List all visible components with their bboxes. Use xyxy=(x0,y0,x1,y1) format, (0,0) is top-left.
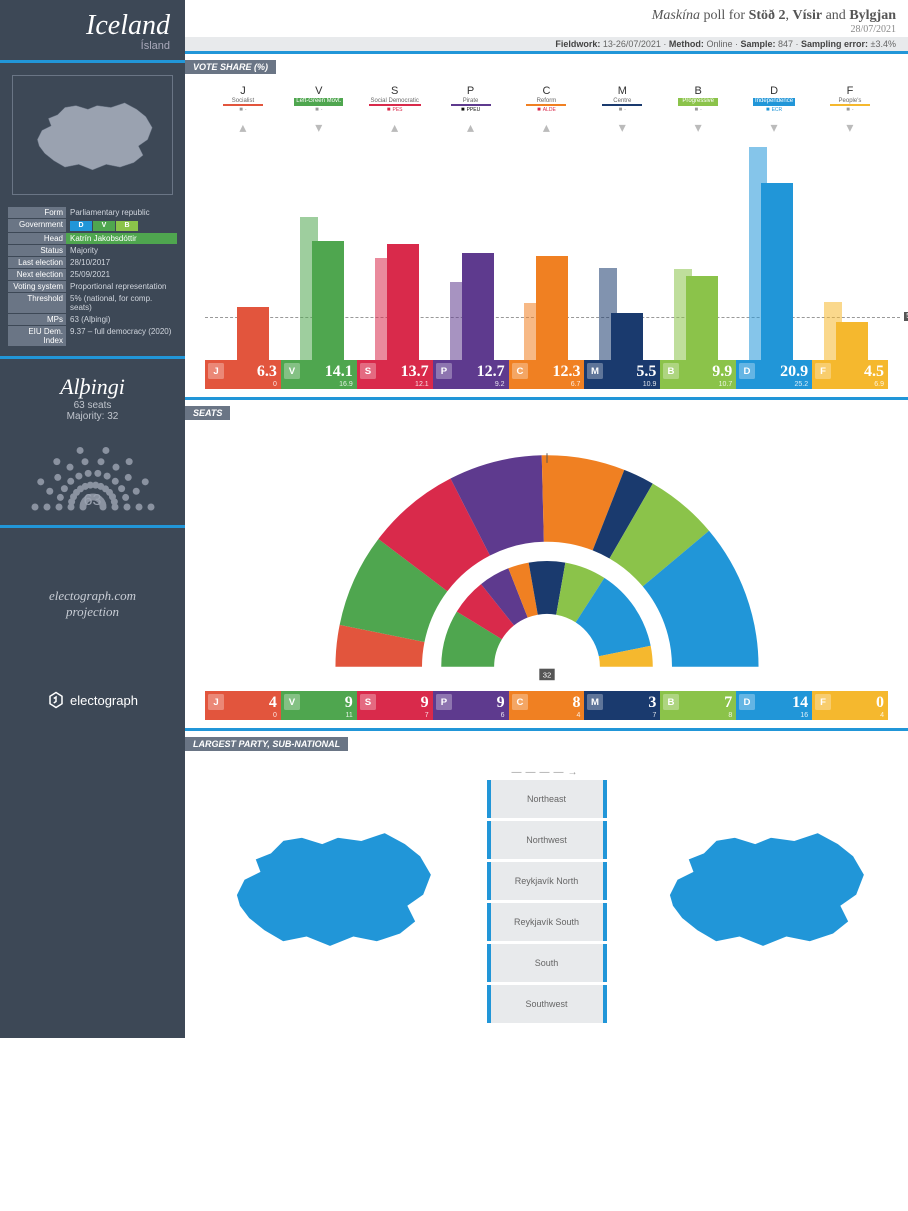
bar xyxy=(586,268,656,360)
party-header: M Centre - ▾ xyxy=(587,85,657,136)
bar xyxy=(212,307,282,360)
country-map xyxy=(12,75,173,195)
bar xyxy=(736,147,806,360)
party-header: B Progressive - ▾ xyxy=(663,85,733,136)
result-cell: C 84 xyxy=(509,691,585,720)
region-item: Southwest xyxy=(487,985,607,1023)
result-cell: M 37 xyxy=(584,691,660,720)
svg-text:F: F xyxy=(820,366,826,377)
svg-text:D: D xyxy=(744,697,751,708)
region-item: Reykjavík South xyxy=(487,903,607,941)
svg-text:J: J xyxy=(213,697,218,708)
svg-text:M: M xyxy=(591,366,599,377)
party-header: V Left-Green Movt. - ▾ xyxy=(284,85,354,136)
svg-text:C: C xyxy=(516,366,523,377)
region-map-right xyxy=(638,795,888,995)
result-cell: B 9.910.7 xyxy=(660,360,736,389)
svg-text:S: S xyxy=(365,697,372,708)
result-cell: M 5.510.9 xyxy=(584,360,660,389)
party-headers: J Socialist - ▴V Left-Green Movt. - ▾S S… xyxy=(205,85,888,136)
result-cell: D 1416 xyxy=(736,691,812,720)
parliament-seats: 63 seats xyxy=(10,400,175,411)
seats-arc-chart: 32 xyxy=(185,421,908,691)
party-header: F People's - ▾ xyxy=(815,85,885,136)
bar xyxy=(661,269,731,360)
parliament-name: Alþingi xyxy=(10,374,175,400)
region-item: Reykjavík North xyxy=(487,862,607,900)
party-header: C Reform ALDE ▴ xyxy=(511,85,581,136)
result-cell: J 6.30 xyxy=(205,360,281,389)
svg-text:V: V xyxy=(289,366,296,377)
section-subnational: LARGEST PARTY, SUB-NATIONAL xyxy=(185,737,348,751)
region-list: NortheastNorthwestReykjavík NorthReykjav… xyxy=(487,780,607,1023)
svg-text:C: C xyxy=(516,697,523,708)
party-header: D Independence ECR ▾ xyxy=(739,85,809,136)
result-cell: P 12.79.2 xyxy=(433,360,509,389)
bar xyxy=(437,253,507,360)
svg-text:M: M xyxy=(591,697,599,708)
result-cell: J 40 xyxy=(205,691,281,720)
result-cell: F 4.56.9 xyxy=(812,360,888,389)
result-cell: C 12.36.7 xyxy=(509,360,585,389)
bar xyxy=(811,302,881,360)
svg-text:J: J xyxy=(213,366,218,377)
svg-text:V: V xyxy=(289,697,296,708)
svg-text:P: P xyxy=(440,366,447,377)
arrow-icon: ————→ xyxy=(487,767,607,778)
result-cell: S 13.712.1 xyxy=(357,360,433,389)
parliament-majority: Majority: 32 xyxy=(10,411,175,422)
region-item: South xyxy=(487,944,607,982)
seat-results: J 40V 911S 97P 96C 84M 37B 78D 1416F 04 xyxy=(205,691,888,720)
logo: electograph xyxy=(0,681,185,719)
svg-text:S: S xyxy=(365,366,372,377)
svg-text:32: 32 xyxy=(542,670,551,679)
vote-results: J 6.30V 14.116.9S 13.712.1P 12.79.2C 12.… xyxy=(205,360,888,389)
result-cell: V 911 xyxy=(281,691,357,720)
svg-text:B: B xyxy=(668,366,675,377)
result-cell: P 96 xyxy=(433,691,509,720)
result-cell: V 14.116.9 xyxy=(281,360,357,389)
bar xyxy=(362,244,432,360)
party-header: J Socialist - ▴ xyxy=(208,85,278,136)
bar-chart: 5.0 xyxy=(205,140,888,360)
info-table: FormParliamentary republicGovernmentDVBH… xyxy=(8,207,177,346)
svg-text:B: B xyxy=(668,697,675,708)
region-item: Northeast xyxy=(487,780,607,818)
svg-text:D: D xyxy=(744,366,751,377)
result-cell: F 04 xyxy=(812,691,888,720)
result-cell: S 97 xyxy=(357,691,433,720)
meta-bar: Fieldwork: 13-26/07/2021 · Method: Onlin… xyxy=(185,37,908,51)
result-cell: B 78 xyxy=(660,691,736,720)
projection-label: electograph.comprojection xyxy=(0,528,185,682)
poll-header: Maskína poll for Stöð 2, Vísir and Bylgj… xyxy=(185,0,908,37)
section-seats: SEATS xyxy=(185,406,230,420)
section-voteshare: VOTE SHARE (%) xyxy=(185,60,276,74)
party-header: S Social Democratic PES ▴ xyxy=(360,85,430,136)
bar xyxy=(511,256,581,360)
region-map-left xyxy=(205,795,455,995)
region-item: Northwest xyxy=(487,821,607,859)
result-cell: D 20.925.2 xyxy=(736,360,812,389)
country-name: Iceland xyxy=(15,10,170,42)
bar xyxy=(287,217,357,360)
svg-text:F: F xyxy=(820,697,826,708)
svg-text:P: P xyxy=(440,697,447,708)
party-header: P Pirate PPEU ▴ xyxy=(436,85,506,136)
